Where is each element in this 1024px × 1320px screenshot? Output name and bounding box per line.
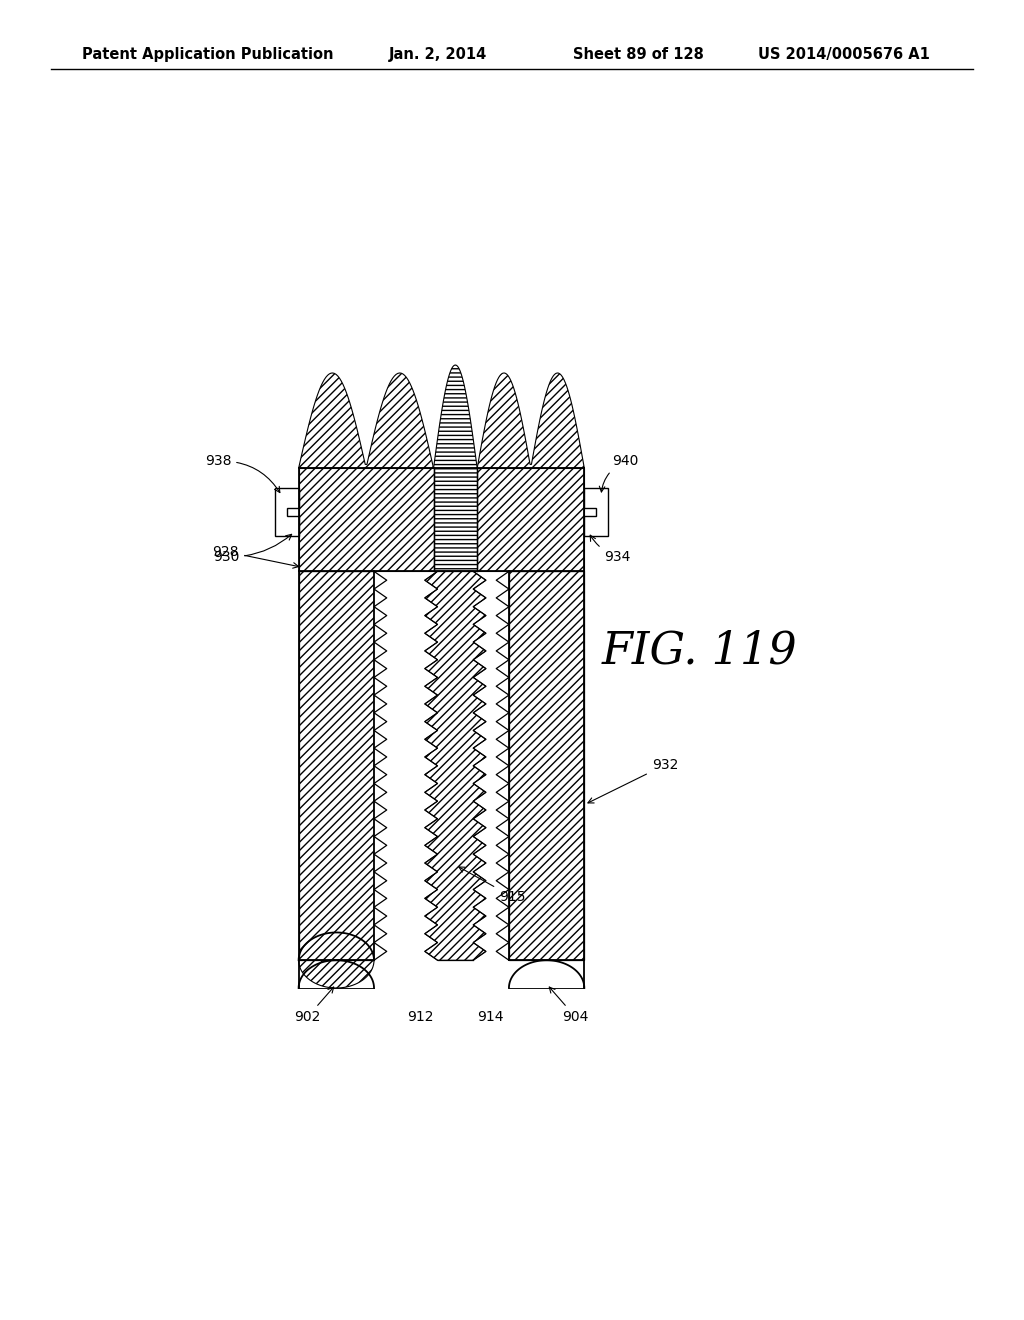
Text: 938: 938 <box>205 454 280 492</box>
Text: Sheet 89 of 128: Sheet 89 of 128 <box>573 48 705 62</box>
Text: 932: 932 <box>588 758 678 803</box>
Text: Jan. 2, 2014: Jan. 2, 2014 <box>389 48 487 62</box>
Text: 914: 914 <box>477 1010 504 1024</box>
Polygon shape <box>374 572 437 960</box>
Polygon shape <box>509 932 585 960</box>
Polygon shape <box>299 469 433 572</box>
Polygon shape <box>274 488 299 536</box>
Text: 912: 912 <box>407 1010 433 1024</box>
Polygon shape <box>425 572 486 960</box>
Polygon shape <box>585 488 608 536</box>
Text: 904: 904 <box>549 987 589 1024</box>
Polygon shape <box>477 374 585 469</box>
Polygon shape <box>477 469 585 572</box>
Text: 915: 915 <box>459 867 525 904</box>
Text: 930: 930 <box>213 535 292 564</box>
Polygon shape <box>299 374 433 469</box>
Text: US 2014/0005676 A1: US 2014/0005676 A1 <box>758 48 930 62</box>
Polygon shape <box>433 469 477 572</box>
Text: FIG. 119: FIG. 119 <box>601 630 798 672</box>
Text: 934: 934 <box>590 535 631 564</box>
Polygon shape <box>299 960 374 987</box>
Text: 928: 928 <box>213 545 299 568</box>
Polygon shape <box>509 572 585 960</box>
Polygon shape <box>433 366 477 469</box>
Text: 902: 902 <box>294 987 334 1024</box>
Text: 940: 940 <box>599 454 639 492</box>
Polygon shape <box>299 572 374 960</box>
Text: Patent Application Publication: Patent Application Publication <box>82 48 334 62</box>
